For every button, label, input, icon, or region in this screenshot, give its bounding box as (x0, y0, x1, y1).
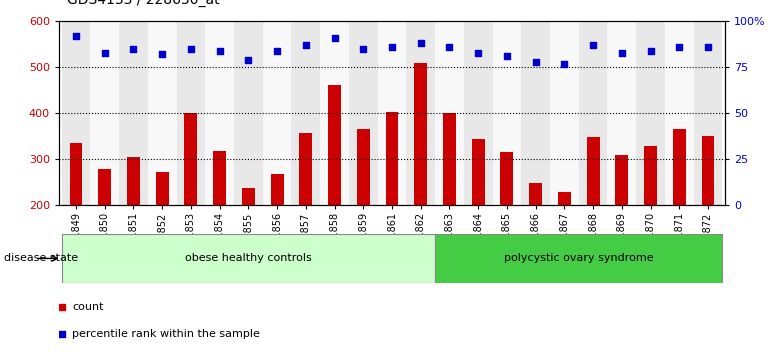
Bar (558, 193, 571, 205)
Bar (435, 21, 464, 205)
Point (299, 42, 312, 48)
Bar (586, 137, 600, 205)
Bar (702, 136, 714, 205)
Bar (443, 113, 456, 205)
Point (156, 52, 169, 57)
Text: percentile rank within the sample: percentile rank within the sample (72, 329, 260, 339)
Point (673, 44, 685, 50)
Point (415, 40, 427, 46)
Bar (694, 21, 722, 205)
Point (270, 48, 283, 53)
Point (249, 197, 262, 202)
Point (529, 59, 542, 64)
Point (644, 48, 657, 53)
Bar (644, 147, 657, 205)
Text: obese healthy controls: obese healthy controls (185, 253, 312, 263)
Bar (472, 139, 485, 205)
Bar (406, 21, 435, 205)
Bar (615, 155, 628, 205)
Bar (550, 21, 579, 205)
Bar (62, 234, 435, 283)
Bar (98, 170, 111, 205)
Bar (70, 143, 82, 205)
Bar (357, 130, 370, 205)
Point (472, 50, 485, 55)
Text: count: count (72, 302, 103, 312)
Bar (320, 21, 349, 205)
Point (357, 46, 369, 52)
Bar (90, 21, 119, 205)
Point (328, 35, 341, 41)
Bar (521, 21, 550, 205)
Point (386, 44, 398, 50)
Point (586, 42, 599, 48)
Point (70, 33, 82, 39)
Bar (205, 21, 234, 205)
Bar (665, 21, 694, 205)
Bar (156, 172, 169, 205)
Bar (608, 21, 636, 205)
Point (185, 46, 198, 52)
Bar (328, 85, 341, 205)
Point (702, 44, 714, 50)
Bar (579, 21, 608, 205)
Bar (148, 21, 176, 205)
Text: GDS4133 / 228650_at: GDS4133 / 228650_at (67, 0, 220, 7)
Bar (529, 183, 542, 205)
Text: disease state: disease state (4, 253, 78, 263)
Bar (673, 130, 686, 205)
Point (443, 44, 456, 50)
Bar (636, 21, 665, 205)
Bar (378, 21, 406, 205)
Point (558, 61, 571, 67)
Bar (299, 133, 312, 205)
Bar (270, 174, 284, 205)
Bar (292, 21, 320, 205)
Point (127, 46, 140, 52)
Point (99, 50, 111, 55)
Bar (234, 21, 263, 205)
Bar (119, 21, 148, 205)
Point (615, 50, 628, 55)
Bar (349, 21, 378, 205)
Bar (213, 151, 226, 205)
Bar (184, 113, 198, 205)
Bar (435, 234, 722, 283)
Bar (414, 63, 427, 205)
Point (501, 53, 514, 59)
Bar (500, 152, 514, 205)
Bar (263, 21, 292, 205)
Bar (176, 21, 205, 205)
Bar (127, 157, 140, 205)
Point (242, 57, 255, 63)
Point (213, 48, 226, 53)
Text: polycystic ovary syndrome: polycystic ovary syndrome (504, 253, 654, 263)
Bar (464, 21, 492, 205)
Bar (242, 188, 255, 205)
Bar (492, 21, 521, 205)
Bar (62, 21, 90, 205)
Bar (386, 112, 398, 205)
